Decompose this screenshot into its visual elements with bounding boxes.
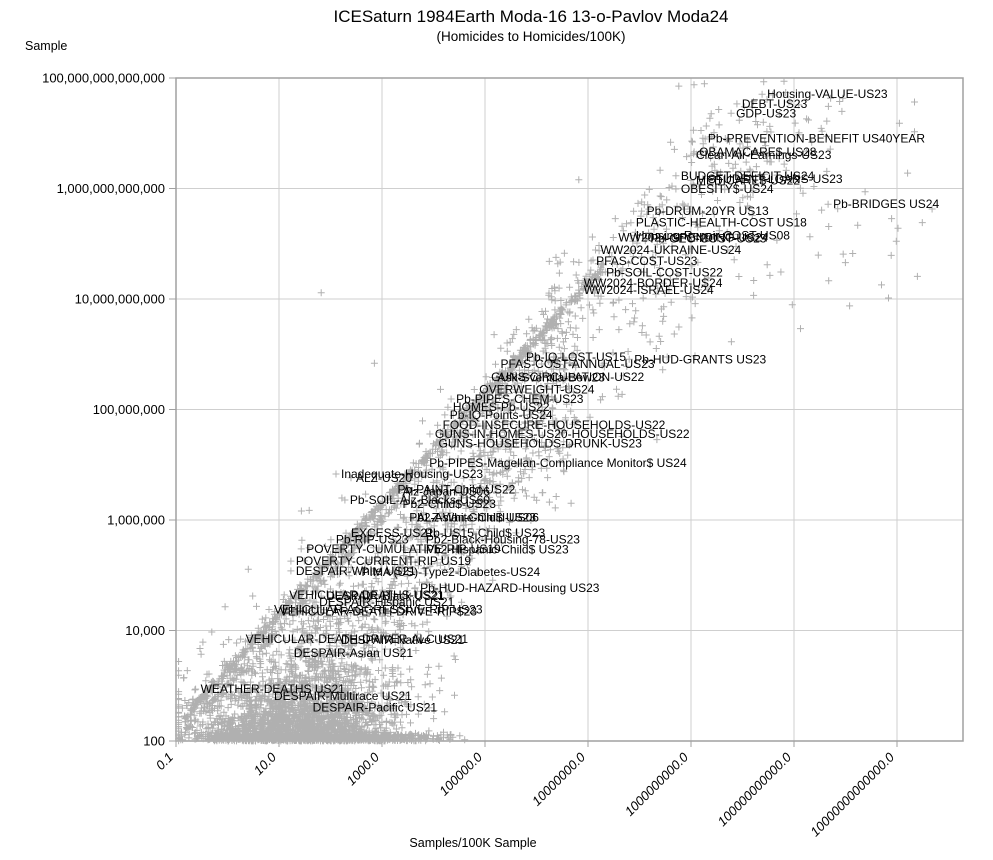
y-tick-label: 1,000,000 <box>107 513 165 528</box>
data-point-label: Pb-GEO-COST-US23 <box>650 231 766 245</box>
data-point-label: Pb-HUD-HAZARD-Housing US23 <box>420 581 600 595</box>
data-point-label: MEDICARE$-US22 <box>696 173 800 187</box>
x-tick-label: 1000.0 <box>343 749 382 788</box>
x-tick-label: 100000000000.0 <box>714 749 794 829</box>
data-point-label: HOMES-Pb-US22 <box>453 400 550 414</box>
data-point-label: Pb2-Asian-Child$ US23 <box>409 510 536 524</box>
data-point-label: Pb-SOIL-Alz-Blacks-US60 <box>350 493 490 507</box>
data-point-label: Inadequate-Housing-US23 <box>341 467 483 481</box>
data-point-label: Pb-US15-Child$ US23 <box>425 526 545 540</box>
data-point-label: GDP-US23 <box>736 106 796 120</box>
data-point-label: Pb-RIP-US23 <box>336 533 409 547</box>
data-point-label: PFAS-COST-US23 <box>596 254 698 268</box>
data-point-label: EXCESS-US21 <box>351 526 434 540</box>
data-point-label: GUNS-HOUSEHOLDS-DRUNK-US23 <box>439 437 643 451</box>
data-point-label: ALZ-US20 <box>356 471 412 485</box>
data-point-label: WW2024-UKRAINE-US24 <box>601 243 742 257</box>
x-tick-label: 100000.0 <box>436 749 485 798</box>
data-point-label: ALZ-White-Child-US06 <box>417 511 539 525</box>
data-point-label: Housing-Repair-COST-US08 <box>636 229 790 243</box>
data-point-label: WEATHER-DEATHS US21 <box>201 682 346 696</box>
data-point-label: STUDENT-LOANS-US23 <box>708 172 843 186</box>
data-point-label: Pb-IQ-Points-US24 <box>450 408 553 422</box>
data-point-label: Pb-HUD-GRANTS US23 <box>634 352 766 366</box>
x-tick-label: 10.0 <box>251 749 280 778</box>
data-point-label: VEHICULAR-DEATHS-US21 <box>289 588 444 602</box>
data-point-label: PFAS-COST-ANNUAL-US23 <box>501 357 655 371</box>
chart-subtitle: (Homicides to Homicides/100K) <box>436 29 625 44</box>
x-tick-label: 0.1 <box>153 750 176 773</box>
data-point-label: OBESITY$-US24 <box>681 182 774 196</box>
data-point-label: Pb-BRIDGES US24 <box>833 197 939 211</box>
chart-title: ICESaturn 1984Earth Moda-16 13-o-Pavlov … <box>333 7 728 26</box>
data-point-label: Ask-Sventila-Bow23 <box>498 371 606 385</box>
data-point-label: OVERWEIGHT-US24 <box>479 383 594 397</box>
y-tick-label: 1,000,000,000,000 <box>57 181 165 196</box>
data-point-label: Pb-SOIL-COST-US22 <box>606 266 723 280</box>
data-point-label: Housing-VALUE-US23 <box>767 87 888 101</box>
y-tick-label: 100 <box>143 734 165 749</box>
plot-border <box>175 77 964 742</box>
data-point-label: WW2024-BORDER-US24 <box>584 276 723 290</box>
data-point-label: PLASTIC-HEALTH-COST US18 <box>636 216 807 230</box>
x-tick-label: 10000000.0 <box>529 749 589 809</box>
grid <box>169 77 964 747</box>
x-tick-label: 10000000000000.0 <box>807 749 897 839</box>
data-point-label: DEBT-US23 <box>742 97 808 111</box>
data-point-label: DESPAIR-Multirace US21 <box>274 689 412 703</box>
data-point-label: DESPAIR-Pacific US21 <box>313 701 438 715</box>
data-point-label: Pb2-Hispanic-Child$ US23 <box>426 543 569 557</box>
data-point-label: Pb2-Black-Housing-78-US23 <box>426 533 580 547</box>
data-point-label: VEHICULAR-AGGRESSIVE-RIP US23 <box>274 603 483 617</box>
data-point-label: GUNS-IN-HOMES-US20-HOUSEHOLDS-US22 <box>435 427 690 441</box>
data-point-label: POVERTY-CUMULATIVE-RIP-US19 <box>306 542 501 556</box>
data-point-label: WW2024-ISRAEL-US24 <box>584 283 714 297</box>
data-point-label: Pb-IQ-LOST-US15 <box>526 350 626 364</box>
data-point-label: Pb2-Child$-US23 <box>403 497 497 511</box>
data-point-label: DESPAIR-Black US21 <box>326 589 445 603</box>
data-point-label: GUNS-CIRCULATION-US22 <box>491 370 644 384</box>
data-point-label: Alz-Japan-US06 <box>403 484 491 498</box>
data-point-label: BUDGET-DEFICIT-US24 <box>681 169 815 183</box>
data-point-label: DESPAIR-Asian US21 <box>294 646 413 660</box>
y-tick-label: 100,000,000,000,000 <box>42 71 165 86</box>
data-point-label: PIMA (US)-Type2-Diabetes-US24 <box>362 565 541 579</box>
y-tick-label: 100,000,000 <box>93 402 165 417</box>
x-tick-label: 1000000000.0 <box>622 749 692 819</box>
data-point-label: VEHICULAR-DEATH-DRIVER-ALC US21 <box>246 632 469 646</box>
y-tick-label: 10,000 <box>125 623 165 638</box>
data-point-label: Pb-DRUM-20YR US13 <box>647 204 769 218</box>
y-axis-title: Sample <box>25 39 67 53</box>
cloud-plus-markers <box>175 77 936 745</box>
data-point-label: FOOD-INSECURE-HOUSEHOLDS-US22 <box>443 418 666 432</box>
data-point-label: Clean-Air-Earnings-US23 <box>696 148 832 162</box>
x-axis-title: Samples/100K Sample <box>409 836 536 850</box>
data-point-label: Pb-PIPES-Magellan-Compliance Monitor$ US… <box>429 456 687 470</box>
background-cloud <box>175 77 936 745</box>
data-point-label: DESPAIR-Hispanic US21 <box>319 595 454 609</box>
data-point-label: VEHICULAR-DEATH-DRIVE-RIP$23 <box>280 605 477 619</box>
data-point-label: DESPAIR-Native US21 <box>341 633 464 647</box>
data-point-label: DESPAIR-White US21 <box>296 564 416 578</box>
data-point-label: Pb-PAINT-Child-US22 <box>398 482 516 496</box>
data-point-label: Pb-PIPES-CHEM-US23 <box>456 392 584 406</box>
data-point-label: Pb-PREVENTION-BENEFIT US40YEAR <box>708 131 926 145</box>
y-tick-label: 10,000,000,000 <box>75 292 165 307</box>
data-point-label: POVERTY-CURRENT-RIP US19 <box>296 554 471 568</box>
labeled-point-markers <box>192 90 832 712</box>
data-point-label: OBAMACARE$-US28 <box>699 145 817 159</box>
data-point-label: WW2024-SPENDING-US24 <box>618 231 768 245</box>
